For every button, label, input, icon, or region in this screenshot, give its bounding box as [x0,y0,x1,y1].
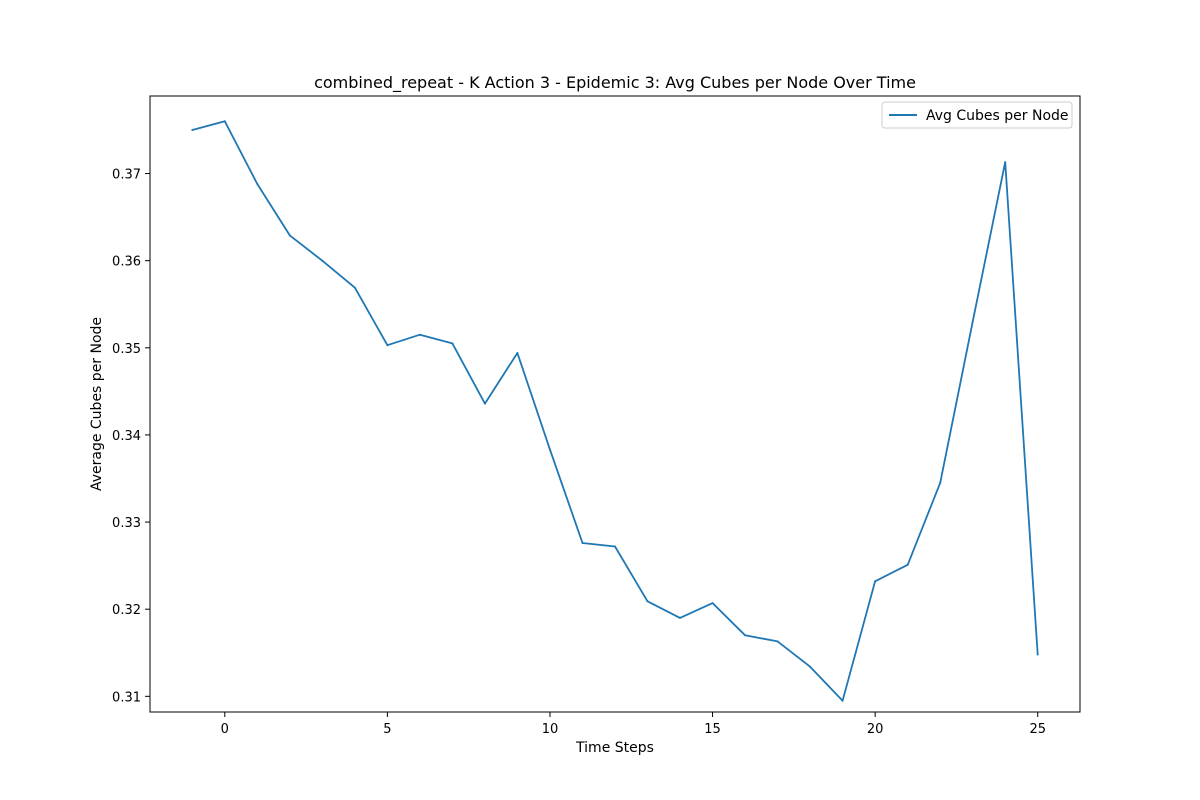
series-point [971,320,974,323]
plot-area-frame [149,95,1081,713]
y-tick-label: 0.37 [112,168,141,183]
x-axis-label: Time Steps [575,740,654,756]
y-tick-label: 0.36 [112,255,141,270]
y-axis-ticks: 0.31 0.32 0.33 0.34 0.35 0.36 0.37 [112,168,150,705]
series-point [223,120,226,123]
series-point [386,344,389,347]
y-tick-label: 0.35 [112,342,141,357]
x-tick-label: 15 [704,722,721,737]
legend-entry-label: Avg Cubes per Node [926,108,1069,124]
y-axis-label: Average Cubes per Node [89,317,105,491]
chart-title: combined_repeat - K Action 3 - Epidemic … [314,73,916,93]
series-points [191,120,1039,702]
series-point [549,448,551,451]
series-point [321,259,324,262]
x-tick-label: 20 [867,722,884,737]
series-point [581,542,584,544]
series-point [418,333,421,336]
series-point [906,563,909,566]
series-point [451,342,454,345]
legend-box [881,101,1073,129]
series-point [191,129,194,131]
series-point [939,481,942,484]
series-point [744,634,747,637]
series-point [809,665,812,668]
series-point [288,234,291,237]
series-point [711,602,714,605]
series-point [1036,653,1039,656]
series-point [841,699,844,702]
y-tick-label: 0.34 [112,429,141,444]
series-point [256,183,259,185]
x-tick-label: 25 [1029,722,1046,737]
y-tick-label: 0.33 [112,516,141,531]
series-point [614,545,616,548]
legend: Avg Cubes per Node [881,101,1073,129]
series-point [1004,161,1007,164]
x-tick-label: 10 [542,722,559,737]
y-tick-label: 0.32 [112,603,141,618]
series-point [516,352,519,354]
series-point [483,402,486,405]
y-tick-label: 0.31 [112,690,141,705]
series-point [353,286,356,289]
series-point [646,600,649,603]
x-tick-label: 5 [383,722,391,737]
series-point [679,616,681,619]
series-point [776,640,779,643]
x-tick-label: 0 [221,722,229,737]
x-axis-ticks: 0 5 10 15 20 25 [221,712,1046,737]
series-point [874,580,877,583]
